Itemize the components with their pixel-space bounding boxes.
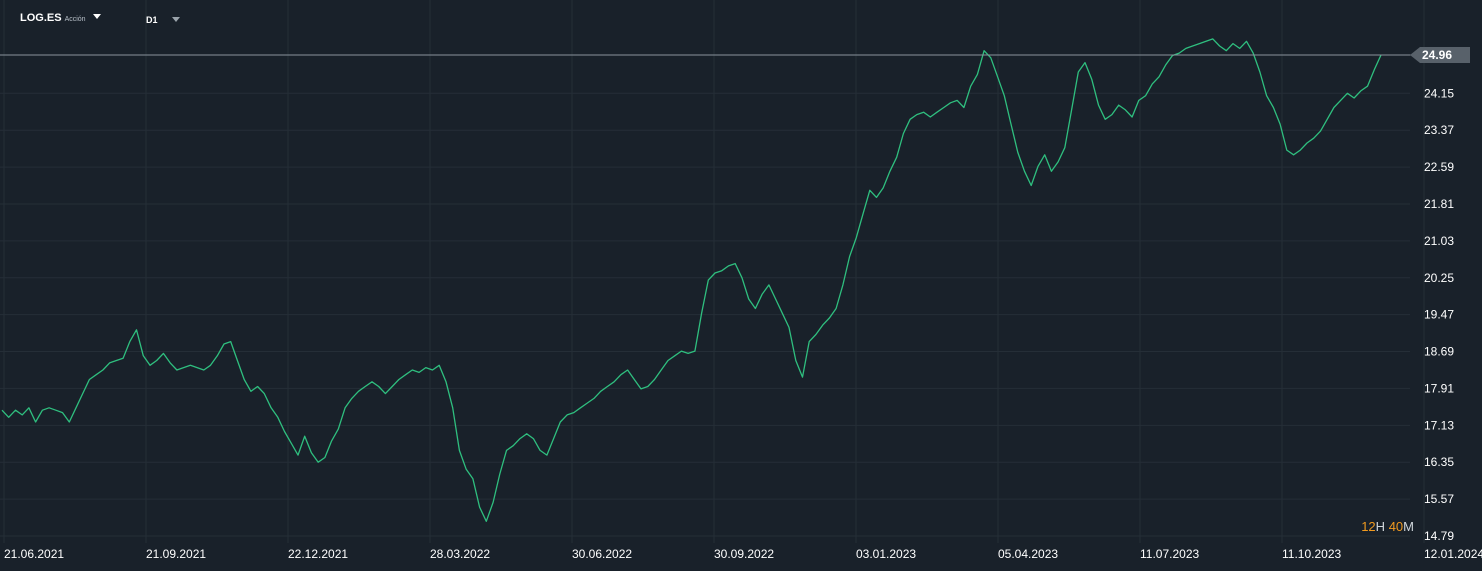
x-tick-label: 03.01.2023 [856,547,916,561]
timeframe-label: D1 [146,15,158,25]
countdown-hours: 12 [1361,519,1376,534]
current-price-label: 24.96 [1422,48,1452,62]
x-tick-label: 05.04.2023 [998,547,1058,561]
current-price-tag [1410,47,1470,63]
symbol-label: LOG.ES [20,12,62,24]
chart-grid [0,0,1425,543]
symbol-selector[interactable]: LOG.ES Acción [20,12,101,24]
instrument-type-label: Acción [64,16,86,23]
x-tick-label: 22.12.2021 [288,547,348,561]
countdown-minutes-unit: M [1403,519,1414,534]
y-tick-label: 23.37 [1424,123,1454,137]
x-tick-label: 28.03.2022 [430,547,490,561]
y-tick-label: 24.15 [1424,86,1454,100]
caret-down-icon [92,14,101,19]
y-tick-label: 22.59 [1424,160,1454,174]
time-axis: 21.06.2021 21.09.2021 22.12.2021 28.03.2022… [4,547,1482,561]
caret-down-icon [171,16,180,22]
timeframe-selector[interactable]: D1 [146,15,180,25]
current-price-marker: 24.96 [0,47,1470,63]
countdown-hours-unit: H [1375,519,1386,534]
x-tick-label: 30.06.2022 [572,547,632,561]
y-tick-label: 19.47 [1424,308,1454,322]
x-tick-label: 30.09.2022 [714,547,774,561]
y-tick-label: 14.79 [1424,529,1454,543]
x-tick-label: 21.09.2021 [146,547,206,561]
price-axis: 24.15 23.37 22.59 21.81 21.03 20.25 19.47 18.69… [1424,86,1454,543]
x-tick-label: 11.07.2023 [1140,547,1199,561]
candle-countdown: 12H 40M [1361,519,1414,534]
price-series-line[interactable] [1,38,1382,522]
x-tick-label: 21.06.2021 [4,547,64,561]
countdown-minutes: 40 [1388,519,1404,534]
plot-area [1,38,1382,522]
x-tick-label: 12.01.2024 [1424,547,1482,561]
chart-toolbar: LOG.ES Acción D1 [0,0,1482,36]
y-tick-label: 17.91 [1424,381,1454,395]
y-tick-label: 21.81 [1424,197,1454,211]
y-tick-label: 20.25 [1424,271,1454,285]
y-tick-label: 15.57 [1424,492,1454,506]
y-tick-label: 17.13 [1424,418,1454,432]
y-tick-label: 16.35 [1424,455,1454,469]
y-tick-label: 18.69 [1424,345,1454,359]
x-tick-label: 11.10.2023 [1282,547,1341,561]
y-tick-label: 21.03 [1424,234,1454,248]
